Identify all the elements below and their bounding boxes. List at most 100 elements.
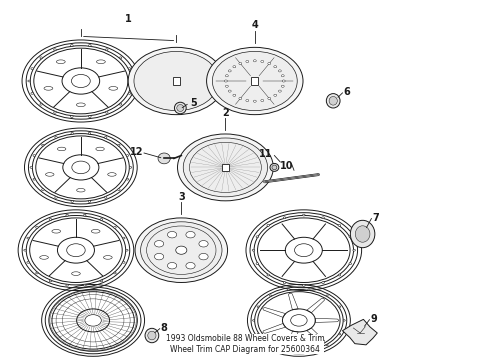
Ellipse shape: [71, 201, 74, 202]
Ellipse shape: [339, 333, 341, 335]
Ellipse shape: [282, 80, 285, 82]
Ellipse shape: [278, 70, 281, 72]
Ellipse shape: [253, 320, 255, 321]
Ellipse shape: [52, 229, 61, 233]
Ellipse shape: [252, 249, 255, 251]
Ellipse shape: [281, 75, 284, 77]
Ellipse shape: [72, 272, 80, 275]
Ellipse shape: [270, 295, 271, 296]
Ellipse shape: [261, 99, 264, 102]
Text: 11: 11: [258, 149, 272, 159]
Ellipse shape: [281, 85, 284, 87]
Ellipse shape: [128, 93, 131, 94]
Ellipse shape: [105, 49, 108, 51]
Ellipse shape: [308, 289, 310, 291]
Ellipse shape: [24, 249, 26, 251]
Ellipse shape: [343, 320, 345, 321]
Text: 2: 2: [222, 108, 229, 118]
Ellipse shape: [228, 70, 231, 72]
Ellipse shape: [174, 102, 186, 114]
Ellipse shape: [119, 57, 122, 59]
Ellipse shape: [274, 66, 277, 68]
Ellipse shape: [76, 103, 85, 107]
Ellipse shape: [278, 90, 281, 92]
Ellipse shape: [177, 104, 184, 112]
Ellipse shape: [270, 163, 279, 171]
Ellipse shape: [154, 253, 164, 260]
Ellipse shape: [253, 100, 256, 102]
Ellipse shape: [253, 60, 256, 62]
Ellipse shape: [134, 51, 219, 111]
Ellipse shape: [100, 219, 103, 220]
Ellipse shape: [66, 214, 69, 216]
Ellipse shape: [261, 60, 264, 63]
Ellipse shape: [114, 272, 116, 274]
Ellipse shape: [338, 224, 341, 226]
Ellipse shape: [257, 333, 259, 335]
Ellipse shape: [33, 178, 35, 180]
Ellipse shape: [66, 284, 69, 286]
Ellipse shape: [148, 331, 156, 340]
Ellipse shape: [168, 262, 177, 269]
Ellipse shape: [55, 136, 57, 138]
Ellipse shape: [40, 256, 49, 259]
Ellipse shape: [105, 111, 108, 113]
Ellipse shape: [36, 272, 38, 274]
Ellipse shape: [33, 155, 35, 157]
Ellipse shape: [154, 240, 164, 247]
Ellipse shape: [129, 167, 132, 168]
Ellipse shape: [268, 62, 270, 64]
Ellipse shape: [126, 178, 129, 180]
Ellipse shape: [199, 253, 208, 260]
Ellipse shape: [267, 274, 270, 276]
Ellipse shape: [141, 222, 222, 279]
Ellipse shape: [267, 224, 270, 226]
Ellipse shape: [30, 167, 32, 168]
Ellipse shape: [326, 94, 340, 108]
Ellipse shape: [272, 165, 277, 170]
Ellipse shape: [270, 345, 271, 346]
Ellipse shape: [108, 173, 116, 176]
Ellipse shape: [212, 51, 297, 111]
Text: 7: 7: [372, 213, 379, 223]
Ellipse shape: [355, 226, 370, 242]
Ellipse shape: [288, 350, 290, 352]
Ellipse shape: [27, 237, 29, 239]
Ellipse shape: [49, 280, 52, 282]
Ellipse shape: [322, 282, 324, 284]
Ellipse shape: [186, 262, 195, 269]
Text: 9: 9: [370, 314, 377, 324]
Ellipse shape: [135, 218, 227, 283]
Ellipse shape: [97, 60, 105, 64]
Bar: [173, 77, 180, 85]
Ellipse shape: [186, 231, 195, 238]
Ellipse shape: [322, 217, 324, 219]
Ellipse shape: [55, 197, 57, 198]
Ellipse shape: [42, 144, 44, 146]
Ellipse shape: [36, 226, 38, 228]
Text: 4: 4: [251, 20, 258, 30]
Ellipse shape: [339, 306, 341, 307]
Ellipse shape: [118, 144, 120, 146]
Ellipse shape: [228, 90, 231, 92]
Ellipse shape: [54, 111, 56, 113]
Ellipse shape: [71, 132, 74, 134]
Ellipse shape: [100, 280, 103, 282]
Ellipse shape: [239, 62, 242, 64]
Ellipse shape: [83, 284, 86, 286]
Ellipse shape: [302, 284, 305, 286]
Ellipse shape: [128, 68, 131, 69]
Ellipse shape: [125, 249, 128, 251]
Text: 6: 6: [343, 87, 350, 97]
Ellipse shape: [308, 350, 310, 352]
Ellipse shape: [44, 86, 53, 90]
Ellipse shape: [27, 261, 29, 263]
Ellipse shape: [31, 68, 33, 69]
Ellipse shape: [176, 246, 187, 254]
Ellipse shape: [199, 240, 208, 247]
Ellipse shape: [239, 98, 242, 100]
Ellipse shape: [56, 60, 65, 64]
Ellipse shape: [349, 263, 351, 265]
Ellipse shape: [122, 261, 125, 263]
Ellipse shape: [326, 345, 328, 346]
